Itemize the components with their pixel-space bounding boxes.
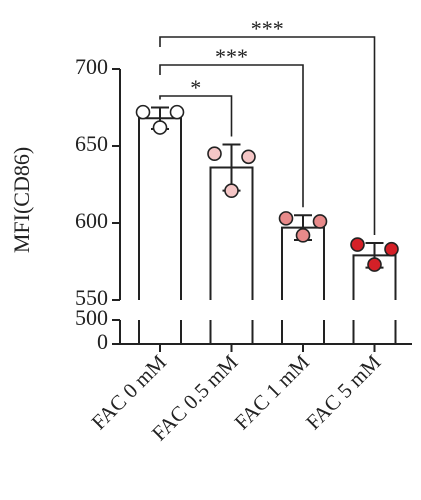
- data-point: [278, 211, 294, 226]
- x-tick-label: FAC 1 mM: [230, 350, 315, 435]
- bar-base: [281, 320, 325, 344]
- significance-bracket: [159, 36, 376, 236]
- significance-label: *: [190, 75, 201, 100]
- bar-base: [138, 320, 182, 344]
- data-point: [152, 120, 168, 135]
- y-tick-label: 0: [97, 329, 108, 354]
- x-tick-label: FAC 5 mM: [301, 350, 386, 435]
- data-point: [207, 146, 222, 161]
- data-point: [350, 237, 365, 252]
- y-axis-label: MFI(CD86): [9, 147, 34, 253]
- data-point: [384, 241, 399, 257]
- significance-bracket: [159, 95, 233, 137]
- significance-bracket: [159, 64, 304, 208]
- bar: [138, 117, 182, 300]
- y-tick-label: 600: [75, 208, 108, 233]
- data-point: [169, 104, 185, 120]
- y-tick-label: 500: [75, 305, 108, 330]
- bar-base: [209, 320, 254, 344]
- data-point: [367, 257, 382, 272]
- y-tick-label: 700: [75, 54, 108, 79]
- significance-label: ***: [251, 16, 284, 41]
- significance-label: ***: [215, 44, 248, 69]
- y-tick-label: 550: [75, 285, 108, 310]
- data-point: [135, 104, 151, 120]
- data-point: [312, 214, 328, 229]
- data-point: [224, 183, 239, 198]
- bar-base: [352, 320, 397, 344]
- y-tick-label: 650: [75, 131, 108, 156]
- data-point: [241, 149, 256, 165]
- data-point: [295, 228, 311, 243]
